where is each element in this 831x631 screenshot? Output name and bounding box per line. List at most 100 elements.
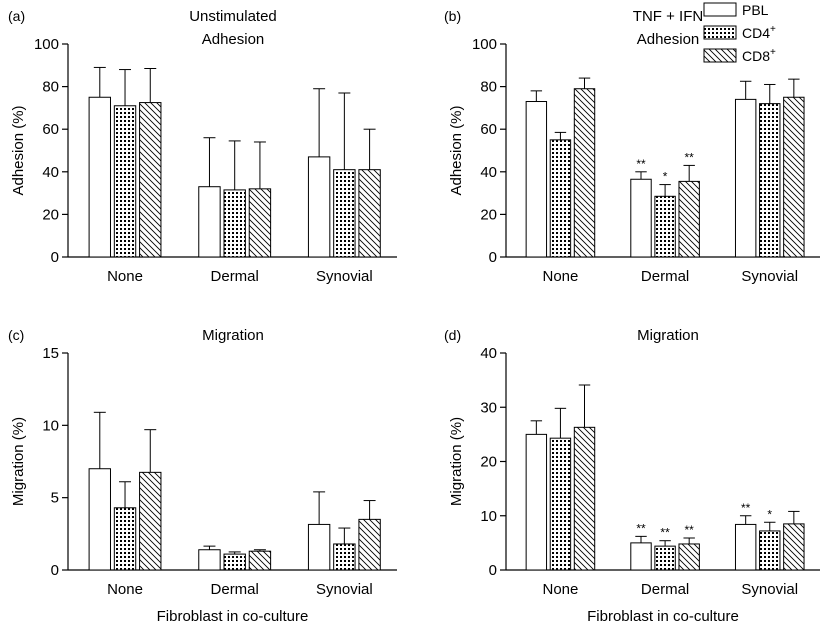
panel-c-bar-synovial-pbl — [307, 523, 331, 571]
panel-d: (d) Migration 0 10 20 30 40 Migration (%) Fibrob… — [444, 327, 820, 625]
panel-d-ytick-label-30: 30 — [480, 399, 497, 416]
panel-a-ytick-label-100: 100 — [34, 36, 59, 53]
panel-c-xtick-label-dermal: Dermal — [211, 581, 259, 598]
panel-c-ytick-label-5: 5 — [51, 490, 59, 507]
panel-b-bar-none-cd4 — [549, 139, 572, 258]
panel-b-sigmark-dermal-cd8: ** — [685, 150, 695, 164]
panel-d-bar-none-pbl — [525, 433, 548, 571]
panel-a-bar-synovial-cd4 — [333, 169, 356, 258]
panel-d-ytick-label-40: 40 — [480, 345, 497, 362]
panel-a-label: (a) — [8, 8, 25, 24]
panel-a-ytick-label-80: 80 — [42, 79, 59, 96]
legend-label-cd4-name: CD4 — [742, 25, 770, 41]
panel-a-bar-synovial-pbl — [307, 156, 331, 258]
panel-b-title-line-2: Adhesion — [637, 31, 700, 48]
panel-d-ytick-label-20: 20 — [480, 454, 497, 471]
legend-item-cd4: CD4+ — [703, 24, 776, 41]
panel-d-bar-synovial-pbl — [734, 523, 757, 571]
panel-a-bar-none-pbl — [88, 96, 111, 258]
panel-a-bar-none-cd8 — [139, 102, 162, 258]
panel-d-xlabel: Fibroblast in co-culture — [587, 608, 739, 625]
panel-d-sigmark-dermal-pbl: ** — [636, 521, 646, 535]
legend-label-cd8: CD8+ — [742, 47, 776, 64]
panel-c-xtick-label-none: None — [107, 581, 143, 598]
legend-swatch-cd8 — [703, 48, 737, 63]
panel-a-title-line-1: Unstimulated — [189, 8, 277, 25]
panel-a-title-line-2: Adhesion — [202, 31, 265, 48]
panel-b-xtick-label-dermal: Dermal — [641, 268, 689, 285]
panel-b-title-line-1: TNF + IFN — [633, 8, 703, 25]
panel-b-sigmark-dermal-pbl: ** — [636, 157, 646, 171]
panel-a-bar-synovial-cd8 — [358, 169, 381, 258]
panel-a-xtick-label-dermal: Dermal — [211, 268, 259, 285]
panel-c-xtick-label-synovial: Synovial — [316, 581, 373, 598]
panel-d-ylabel: Migration (%) — [448, 417, 465, 506]
legend-label-pbl: PBL — [742, 2, 769, 18]
legend-label-cd8-sup: + — [770, 47, 776, 58]
panel-b-sigmark-dermal-cd4: * — [663, 170, 668, 184]
panel-b-ylabel: Adhesion (%) — [448, 105, 465, 195]
panel-b-ytick-label-80: 80 — [480, 79, 497, 96]
panel-c-bar-none-cd4 — [113, 507, 137, 571]
panel-c-bar-none-cd8 — [139, 471, 162, 571]
legend-swatch-pbl — [703, 2, 737, 17]
panel-b-xtick-label-none: None — [542, 268, 578, 285]
panel-a: (a) Unstimulated Adhesion 0 20 40 60 80 100 Adhes… — [8, 8, 397, 285]
legend-item-cd8: CD8+ — [703, 47, 776, 64]
legend-swatch-cd4 — [703, 25, 737, 40]
panel-d-xtick-label-synovial: Synovial — [741, 581, 798, 598]
panel-d-sigmark-synovial-cd4: * — [767, 507, 772, 521]
panel-b-ytick-label-0: 0 — [489, 249, 497, 266]
panel-c-bar-dermal-pbl — [198, 549, 221, 571]
panel-d-ytick-label-10: 10 — [480, 508, 497, 525]
panel-a-ytick-label-0: 0 — [51, 249, 59, 266]
panel-d-sigmark-dermal-cd8: ** — [685, 523, 695, 537]
panel-b-bar-dermal-pbl — [630, 178, 652, 258]
panel-b-ytick-label-20: 20 — [480, 206, 497, 223]
panel-d-bar-dermal-pbl — [630, 542, 652, 571]
panel-b-bar-synovial-pbl — [734, 98, 757, 258]
panel-b-ytick-label-60: 60 — [480, 121, 497, 138]
panel-d-sigmark-dermal-cd4: ** — [660, 526, 670, 540]
panel-a-bar-dermal-pbl — [198, 186, 221, 258]
panel-c-xlabel: Fibroblast in co-culture — [157, 608, 309, 625]
panel-a-xtick-label-none: None — [107, 268, 143, 285]
panel-d-xtick-label-none: None — [542, 581, 578, 598]
panel-c-title-line-1: Migration — [202, 327, 264, 344]
panel-c-bar-synovial-cd8 — [358, 518, 381, 571]
legend-item-pbl: PBL — [703, 2, 769, 18]
panel-a-xtick-label-synovial: Synovial — [316, 268, 373, 285]
panel-d-label: (d) — [444, 327, 461, 343]
panel-c-bar-dermal-cd4 — [223, 553, 246, 571]
panel-b-xtick-label-synovial: Synovial — [741, 268, 798, 285]
panel-c-bar-dermal-cd8 — [248, 550, 272, 571]
panel-d-bar-synovial-cd4 — [759, 530, 781, 571]
panel-a-ylabel: Adhesion (%) — [10, 105, 27, 195]
panel-b-bar-synovial-cd4 — [759, 103, 781, 258]
panel-a-bar-none-cd4 — [113, 105, 137, 258]
panel-d-sigmark-synovial-pbl: ** — [741, 501, 751, 515]
panel-a-ytick-label-20: 20 — [42, 206, 59, 223]
panel-a-bar-dermal-cd4 — [223, 189, 246, 258]
panel-d-ytick-label-0: 0 — [489, 562, 497, 579]
panel-b-ytick-label-100: 100 — [472, 36, 497, 53]
panel-a-bar-dermal-cd8 — [248, 188, 272, 258]
panel-b-bar-dermal-cd4 — [654, 195, 676, 258]
panel-d-bar-dermal-cd4 — [654, 545, 676, 571]
panel-b-bar-none-cd8 — [573, 88, 596, 258]
legend-label-cd8-name: CD8 — [742, 48, 770, 64]
panel-d-title-line-1: Migration — [637, 327, 699, 344]
legend-label-cd4: CD4+ — [742, 24, 776, 41]
panel-c-bar-none-pbl — [88, 468, 111, 571]
panel-c-ytick-label-10: 10 — [42, 417, 59, 434]
legend: PBL CD4+ CD8+ — [703, 2, 776, 64]
panel-c: (c) Migration 0 5 10 15 Migration (%) Fibroblas… — [8, 327, 397, 625]
panel-b-bar-none-pbl — [525, 101, 548, 258]
panel-d-bar-synovial-cd8 — [783, 523, 805, 571]
panel-b-bar-dermal-cd8 — [678, 180, 700, 258]
panel-b-ytick-label-40: 40 — [480, 164, 497, 181]
panel-c-label: (c) — [8, 327, 24, 343]
panel-c-ytick-label-15: 15 — [42, 345, 59, 362]
panel-d-bar-dermal-cd8 — [678, 543, 700, 571]
